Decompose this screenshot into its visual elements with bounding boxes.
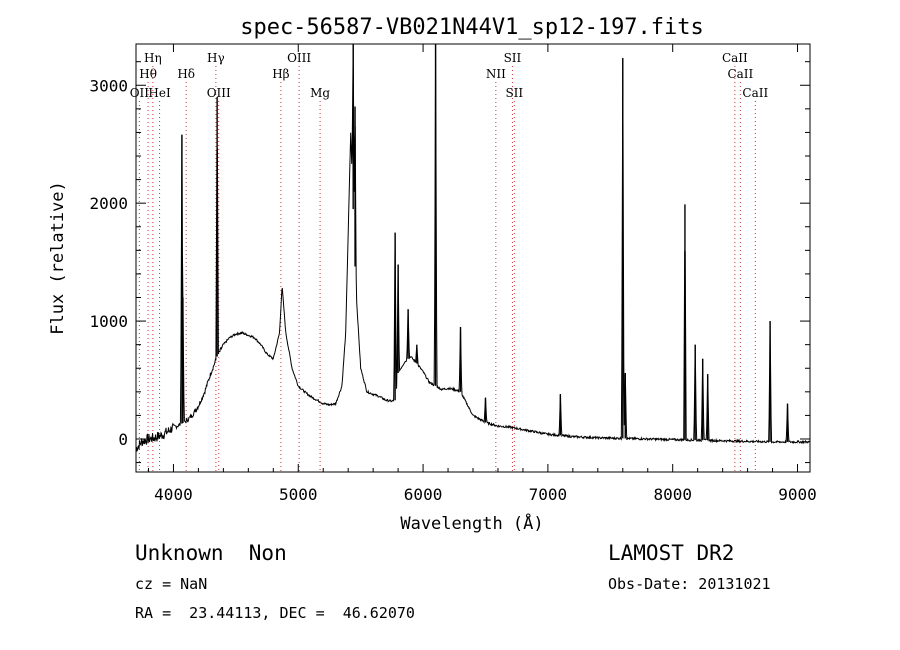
marker-label: CaII (727, 67, 753, 81)
marker-label: Hγ (207, 51, 225, 65)
marker-label: OII (130, 86, 150, 100)
survey-name: LAMOST DR2 (608, 541, 735, 565)
y-tick-label: 0 (118, 430, 128, 449)
x-axis-label: Wavelength (Å) (400, 512, 543, 534)
marker-label: CaII (722, 51, 748, 65)
x-tick-label: 5000 (279, 485, 318, 504)
y-axis-label: Flux (relative) (48, 181, 68, 335)
marker-label: SII (504, 51, 522, 65)
axis-ticks: 4000 5000 6000 7000 8000 9000 0 1000 2000 3000 (89, 44, 817, 504)
x-tick-label: 9000 (778, 485, 817, 504)
radec-text: RA = 23.44113, DEC = 46.62070 (135, 604, 415, 622)
marker-label: Mg (310, 86, 330, 100)
marker-label: NII (486, 67, 506, 81)
spectrum-series (135, 43, 811, 452)
y-tick-label: 2000 (89, 194, 128, 213)
marker-label: Hθ (139, 67, 157, 81)
plot-frame (135, 43, 811, 473)
x-tick-label: 4000 (154, 485, 193, 504)
chart-title: spec-56587-VB021N44V1_sp12-197.fits (240, 15, 704, 40)
marker-label: HeI (148, 86, 171, 100)
x-tick-label: 7000 (529, 485, 568, 504)
redshift-text: cz = NaN (135, 575, 208, 593)
marker-label: Hβ (272, 67, 289, 81)
spectrum-line (135, 43, 811, 452)
marker-label: Hδ (177, 67, 195, 81)
marker-label: OIII (287, 51, 311, 65)
marker-label: OIII (207, 86, 231, 100)
x-tick-label: 6000 (404, 485, 443, 504)
class-text: Unknown Non (135, 541, 287, 565)
marker-label: CaII (742, 86, 768, 100)
line-markers: Hη Hθ OII HeI Hδ Hγ OIII OIII Hβ Mg SII NII SII CaII C… (130, 51, 768, 472)
x-tick-label: 8000 (653, 485, 692, 504)
marker-label: Hη (144, 51, 162, 65)
y-tick-label: 1000 (89, 312, 128, 331)
y-tick-label: 3000 (89, 76, 128, 95)
marker-label: SII (505, 86, 523, 100)
obs-date-text: Obs-Date: 20131021 (608, 575, 771, 593)
